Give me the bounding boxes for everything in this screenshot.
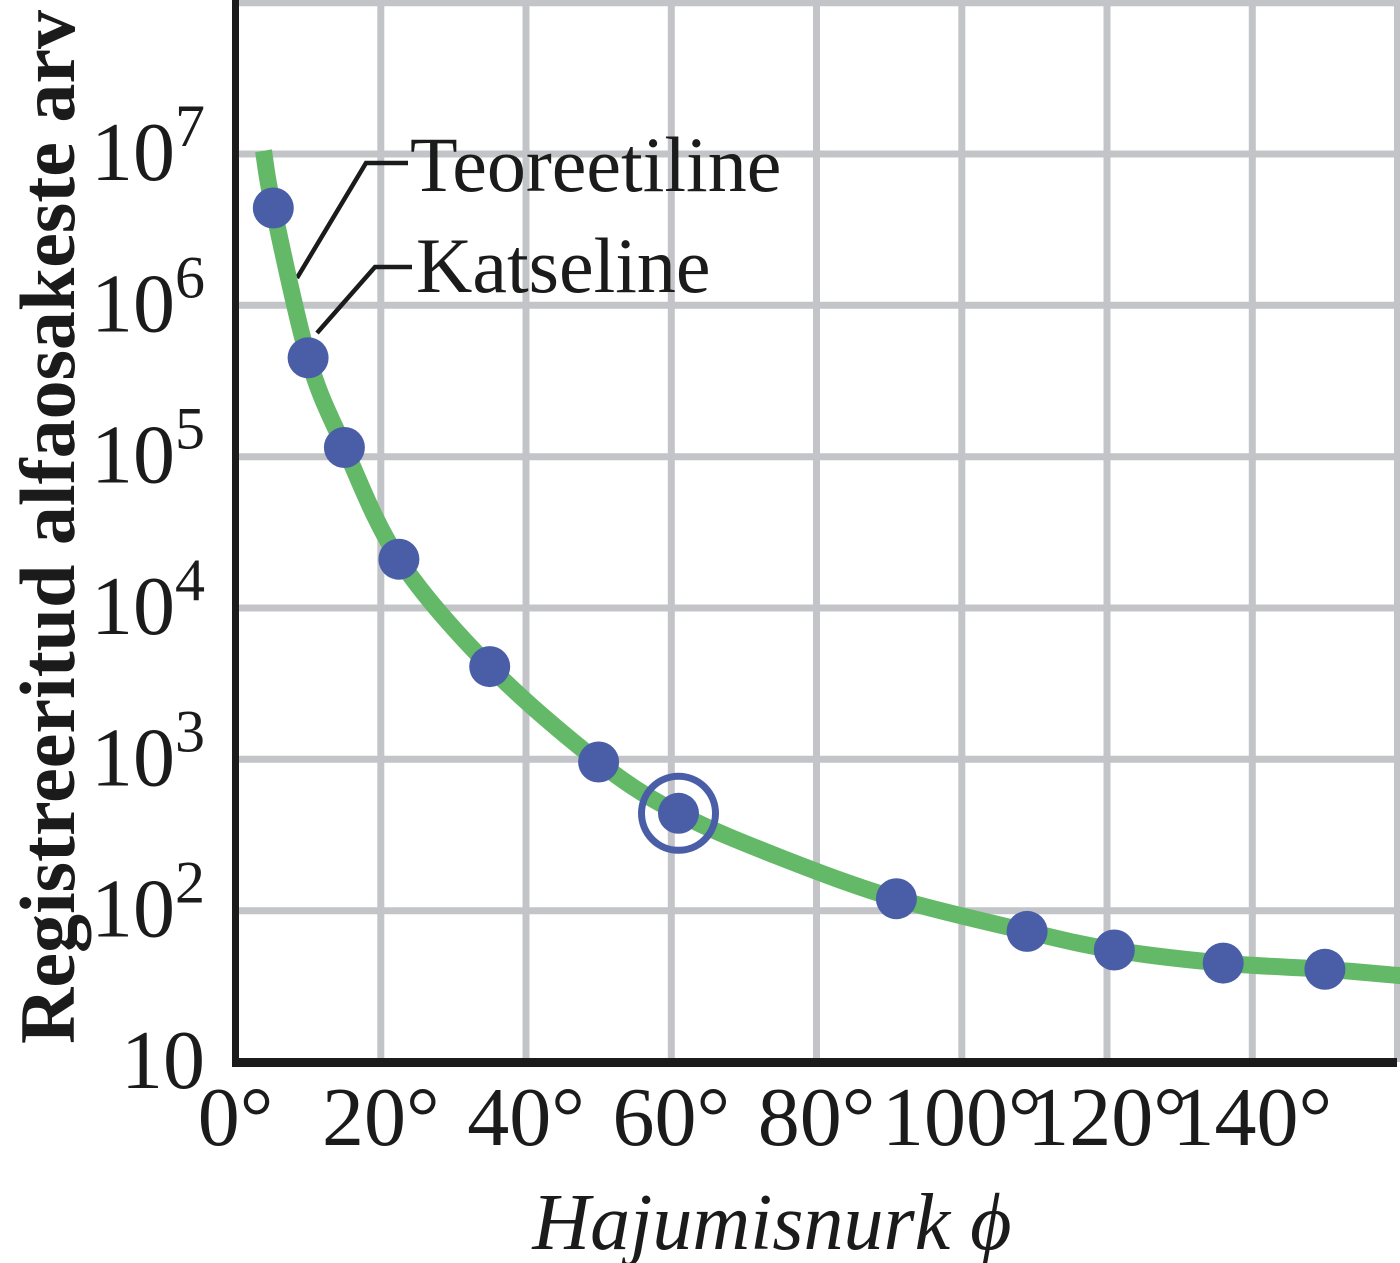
- y-tick-label: 102: [91, 850, 205, 956]
- y-tick-label: 103: [91, 698, 205, 804]
- x-tick-label: 20°: [322, 1071, 440, 1164]
- experimental-point: [658, 792, 699, 834]
- x-tick-label: 80°: [758, 1071, 876, 1164]
- x-axis-title: Hajumisnurk ϕ: [531, 1179, 1011, 1263]
- experimental-point: [1093, 929, 1135, 971]
- label-teoreetiline: Teoreetiline: [410, 121, 781, 208]
- x-tick-label: 0°: [198, 1071, 274, 1164]
- y-axis-title: Registreeritud alfaosakeste arv: [4, 10, 91, 1044]
- teoreetiline-leader-line: [295, 160, 408, 280]
- x-tick-label: 120°: [1027, 1071, 1187, 1164]
- x-axis-line: [232, 1058, 1397, 1067]
- experimental-point: [378, 538, 420, 580]
- experimental-point: [1006, 910, 1048, 952]
- x-tick-label: 40°: [467, 1071, 585, 1164]
- y-tick-label: 106: [91, 244, 205, 350]
- experimental-point: [1202, 942, 1244, 984]
- experimental-point: [287, 337, 329, 379]
- experimental-point: [323, 427, 365, 468]
- label-katseline: Katseline: [416, 222, 711, 309]
- experimental-point: [578, 741, 620, 783]
- highlighted-point-ring: [638, 772, 719, 854]
- experimental-point: [252, 187, 294, 229]
- y-axis-line: [232, 0, 239, 1067]
- y-tick-label: 10: [121, 1014, 205, 1107]
- y-tick-label: 105: [91, 396, 205, 502]
- x-tick-label: 100°: [882, 1071, 1042, 1164]
- y-tick-label: 107: [91, 93, 205, 199]
- y-tick-label: 104: [91, 547, 205, 653]
- experimental-point: [1304, 948, 1346, 990]
- experimental-point: [469, 646, 511, 688]
- katseline-leader-line: [315, 264, 412, 335]
- x-tick-label: 60°: [613, 1071, 731, 1164]
- x-tick-label: 140°: [1173, 1071, 1333, 1164]
- experimental-point: [875, 878, 917, 920]
- plot-layer: 10 102 103 104 105 106 107 0° 20° 40° 60° 80° 100°12…: [91, 0, 1400, 1164]
